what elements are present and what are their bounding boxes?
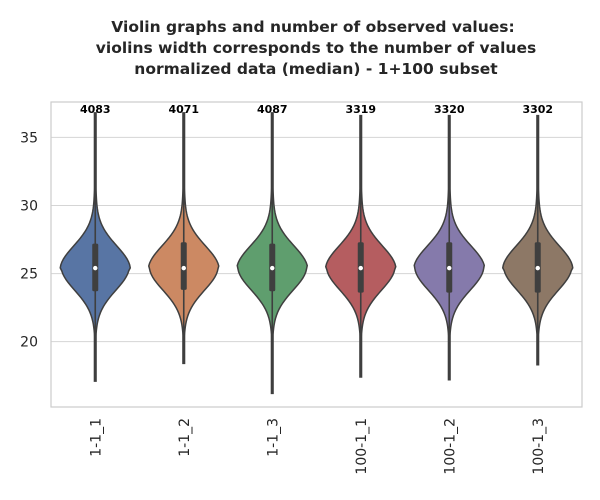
y-axis-ticks: 20 25 30 35 — [20, 130, 38, 350]
count-label: 3319 — [345, 103, 376, 116]
x-axis-ticks: 1-1_1 1-1_2 1-1_3 100-1_1 100-1_2 100-1_3 — [88, 418, 547, 475]
violin-median-dot — [93, 265, 98, 271]
x-tick-label: 100-1_2 — [442, 418, 458, 475]
count-label: 4083 — [80, 103, 111, 116]
count-labels: 4083 4071 4087 3319 3320 3302 — [80, 103, 553, 116]
title-line-1: Violin graphs and number of observed val… — [111, 18, 514, 36]
violin-median-dot — [447, 265, 452, 271]
count-label: 3302 — [522, 103, 553, 116]
violin-median-dot — [181, 265, 186, 271]
violin-median-dot — [535, 265, 540, 271]
violins — [59, 112, 574, 395]
chart-title: Violin graphs and number of observed val… — [96, 18, 536, 78]
violin-median-dot — [270, 265, 275, 271]
gridlines — [51, 136, 582, 343]
x-tick-label: 1-1_2 — [177, 418, 193, 457]
count-label: 3320 — [434, 103, 465, 116]
x-tick-label: 1-1_1 — [88, 418, 104, 457]
y-tick-label: 30 — [20, 198, 38, 214]
x-tick-label: 1-1_3 — [265, 418, 281, 457]
count-label: 4071 — [168, 103, 199, 116]
x-tick-label: 100-1_3 — [531, 418, 547, 475]
count-label: 4087 — [257, 103, 288, 116]
x-tick-label: 100-1_1 — [354, 418, 370, 475]
y-tick-label: 20 — [20, 335, 38, 351]
plot-frame — [50, 101, 583, 408]
y-tick-label: 35 — [20, 130, 38, 146]
title-line-2: violins width corresponds to the number … — [96, 39, 536, 57]
title-line-3: normalized data (median) - 1+100 subset — [134, 60, 498, 78]
violin-median-dot — [358, 265, 363, 271]
y-tick-label: 25 — [20, 267, 38, 283]
